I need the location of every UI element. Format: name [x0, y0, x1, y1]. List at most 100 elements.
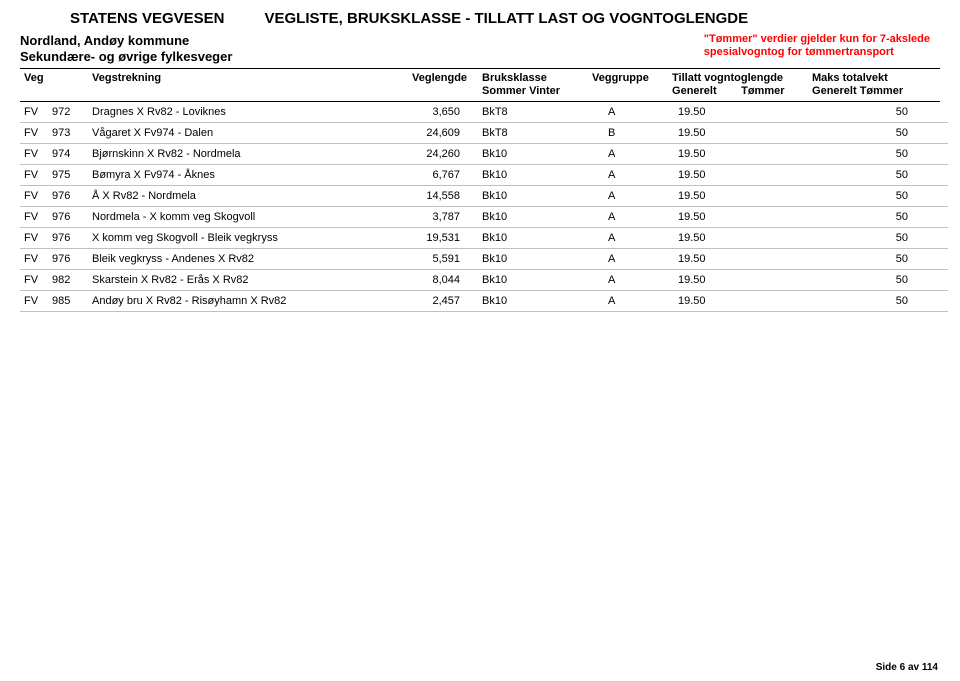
cell-bruksklasse: Bk10 — [478, 185, 588, 206]
cell-strekning: Bleik vegkryss - Andenes X Rv82 — [88, 248, 408, 269]
cell-vegnr: 976 — [48, 248, 88, 269]
cell-gruppe: A — [588, 164, 668, 185]
cell-tvg: 19.50 — [668, 164, 808, 185]
cell-strekning: Vågaret X Fv974 - Dalen — [88, 122, 408, 143]
cell-vegnr: 973 — [48, 122, 88, 143]
cell-vegtype: FV — [20, 290, 48, 311]
region-name: Nordland, Andøy kommune — [20, 33, 232, 49]
cell-strekning: Andøy bru X Rv82 - Risøyhamn X Rv82 — [88, 290, 408, 311]
cell-lengde: 8,044 — [408, 269, 478, 290]
cell-vegnr: 976 — [48, 227, 88, 248]
cell-vegnr: 972 — [48, 102, 88, 123]
cell-tvg: 19.50 — [668, 269, 808, 290]
col-lengde: Veglengde — [408, 72, 478, 98]
cell-lengde: 14,558 — [408, 185, 478, 206]
subhead-area: Nordland, Andøy kommune Sekundære- og øv… — [20, 33, 940, 66]
table-row: FV974Bjørnskinn X Rv82 - Nordmela24,260B… — [20, 143, 948, 164]
cell-vegtype: FV — [20, 227, 48, 248]
timber-note-l2: spesialvogntog for tømmertransport — [704, 46, 930, 59]
cell-bruksklasse: Bk10 — [478, 248, 588, 269]
table-row: FV975Bømyra X Fv974 - Åknes6,767Bk10A19.… — [20, 164, 948, 185]
org-name: STATENS VEGVESEN — [70, 10, 224, 27]
cell-gruppe: A — [588, 248, 668, 269]
table-row: FV982Skarstein X Rv82 - Erås X Rv828,044… — [20, 269, 948, 290]
col-maks: Maks totalvekt Generelt Tømmer — [808, 72, 948, 98]
cell-bruksklasse: BkT8 — [478, 102, 588, 123]
cell-gruppe: A — [588, 206, 668, 227]
table-row: FV976X komm veg Skogvoll - Bleik vegkrys… — [20, 227, 948, 248]
cell-vegnr: 982 — [48, 269, 88, 290]
col-veg: Veg — [20, 72, 88, 98]
cell-tvg: 19.50 — [668, 122, 808, 143]
cell-strekning: Bjørnskinn X Rv82 - Nordmela — [88, 143, 408, 164]
cell-maks: 50 — [808, 290, 948, 311]
cell-vegtype: FV — [20, 164, 48, 185]
cell-tvg: 19.50 — [668, 102, 808, 123]
col-tvg: Tillatt vogntoglengde Generelt Tømmer — [668, 72, 808, 98]
table-header: Veg Vegstrekning Veglengde Bruksklasse S… — [20, 68, 940, 102]
cell-bruksklasse: Bk10 — [478, 269, 588, 290]
cell-maks: 50 — [808, 122, 948, 143]
cell-vegnr: 976 — [48, 206, 88, 227]
cell-lengde: 19,531 — [408, 227, 478, 248]
cell-lengde: 24,260 — [408, 143, 478, 164]
cell-bruksklasse: Bk10 — [478, 290, 588, 311]
cell-vegnr: 975 — [48, 164, 88, 185]
cell-tvg: 19.50 — [668, 290, 808, 311]
cell-maks: 50 — [808, 102, 948, 123]
cell-maks: 50 — [808, 269, 948, 290]
cell-vegtype: FV — [20, 143, 48, 164]
cell-vegtype: FV — [20, 206, 48, 227]
cell-strekning: Dragnes X Rv82 - Loviknes — [88, 102, 408, 123]
cell-maks: 50 — [808, 143, 948, 164]
col-strekning: Vegstrekning — [88, 72, 408, 98]
cell-maks: 50 — [808, 227, 948, 248]
cell-lengde: 24,609 — [408, 122, 478, 143]
cell-bruksklasse: Bk10 — [478, 206, 588, 227]
cell-gruppe: A — [588, 269, 668, 290]
cell-maks: 50 — [808, 206, 948, 227]
cell-vegtype: FV — [20, 269, 48, 290]
table-row: FV985Andøy bru X Rv82 - Risøyhamn X Rv82… — [20, 290, 948, 311]
cell-strekning: Å X Rv82 - Nordmela — [88, 185, 408, 206]
cell-tvg: 19.50 — [668, 227, 808, 248]
cell-maks: 50 — [808, 248, 948, 269]
cell-strekning: Skarstein X Rv82 - Erås X Rv82 — [88, 269, 408, 290]
cell-vegtype: FV — [20, 102, 48, 123]
cell-vegnr: 985 — [48, 290, 88, 311]
cell-vegnr: 976 — [48, 185, 88, 206]
cell-gruppe: A — [588, 143, 668, 164]
cell-vegnr: 974 — [48, 143, 88, 164]
cell-vegtype: FV — [20, 248, 48, 269]
cell-strekning: Nordmela - X komm veg Skogvoll — [88, 206, 408, 227]
page-number: Side 6 av 114 — [876, 662, 938, 673]
cell-strekning: X komm veg Skogvoll - Bleik vegkryss — [88, 227, 408, 248]
col-gruppe: Veggruppe — [588, 72, 668, 98]
timber-note-l1: "Tømmer" verdier gjelder kun for 7-aksle… — [704, 33, 930, 46]
cell-bruksklasse: BkT8 — [478, 122, 588, 143]
col-maks-l1: Maks totalvekt — [812, 72, 944, 85]
cell-lengde: 5,591 — [408, 248, 478, 269]
table-row: FV973Vågaret X Fv974 - Dalen24,609BkT8B1… — [20, 122, 948, 143]
subhead-left: Nordland, Andøy kommune Sekundære- og øv… — [20, 33, 232, 66]
cell-gruppe: A — [588, 185, 668, 206]
road-class: Sekundære- og øvrige fylkesveger — [20, 49, 232, 65]
cell-lengde: 2,457 — [408, 290, 478, 311]
cell-tvg: 19.50 — [668, 185, 808, 206]
cell-gruppe: A — [588, 227, 668, 248]
cell-lengde: 3,787 — [408, 206, 478, 227]
col-bruks: Bruksklasse Sommer Vinter — [478, 72, 588, 98]
cell-lengde: 6,767 — [408, 164, 478, 185]
cell-tvg: 19.50 — [668, 143, 808, 164]
data-table: FV972Dragnes X Rv82 - Loviknes3,650BkT8A… — [20, 102, 948, 312]
cell-bruksklasse: Bk10 — [478, 164, 588, 185]
cell-strekning: Bømyra X Fv974 - Åknes — [88, 164, 408, 185]
cell-vegtype: FV — [20, 185, 48, 206]
table-row: FV972Dragnes X Rv82 - Loviknes3,650BkT8A… — [20, 102, 948, 123]
cell-tvg: 19.50 — [668, 248, 808, 269]
cell-gruppe: A — [588, 102, 668, 123]
title-row: STATENS VEGVESEN VEGLISTE, BRUKSKLASSE -… — [20, 10, 940, 27]
col-tvg-l1: Tillatt vogntoglengde — [672, 72, 804, 85]
timber-note: "Tømmer" verdier gjelder kun for 7-aksle… — [704, 33, 940, 59]
col-maks-l2: Generelt Tømmer — [812, 85, 944, 98]
